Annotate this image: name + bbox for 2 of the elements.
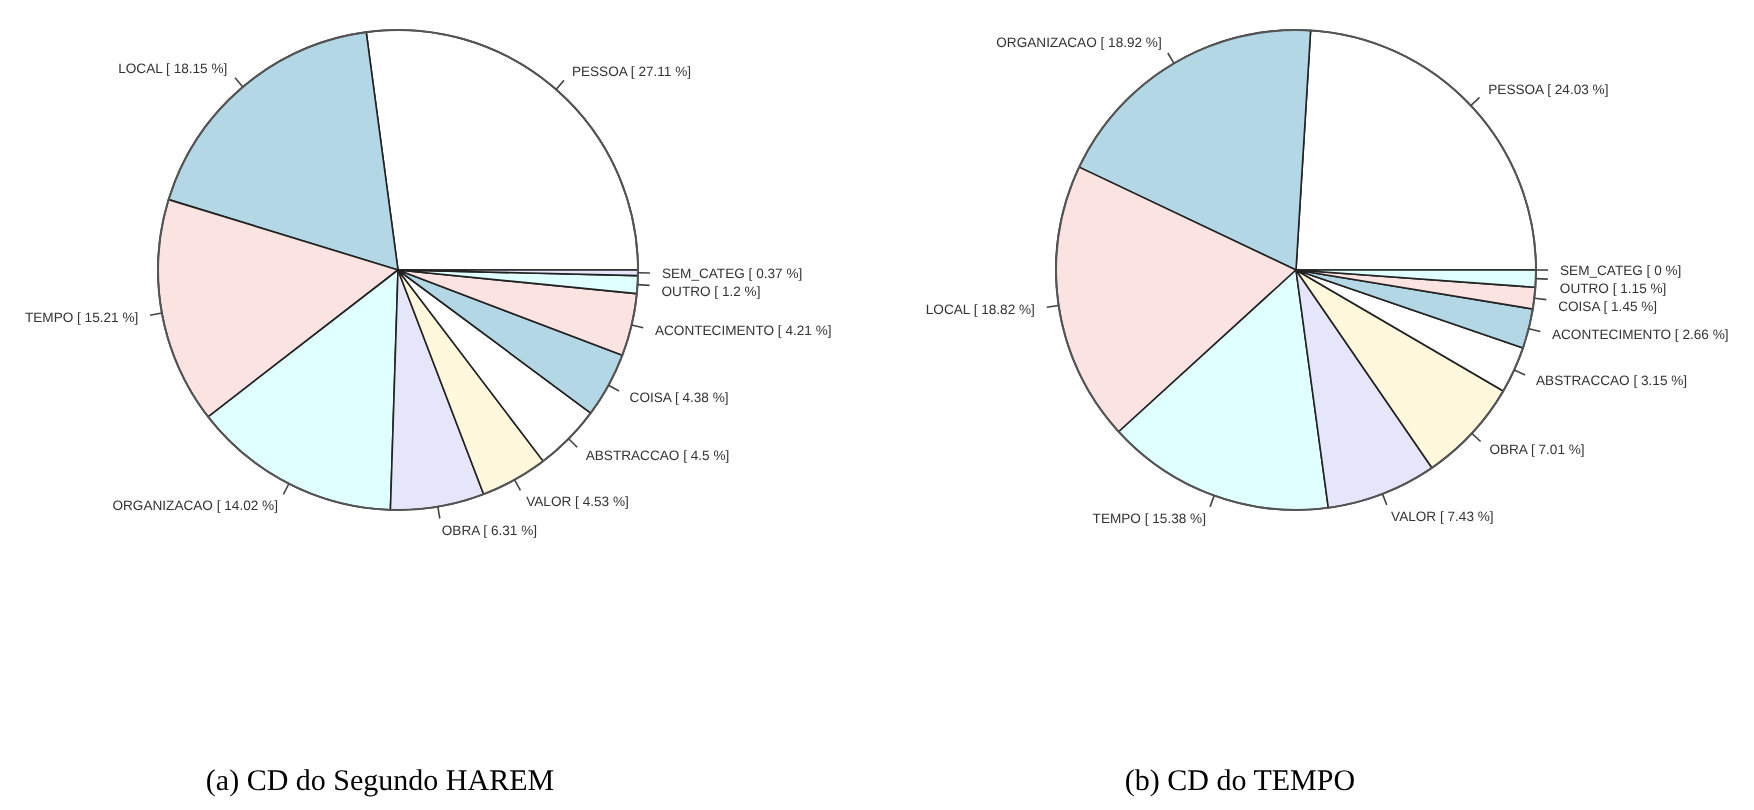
text: (a) CD do Segundo HAREM [205,766,555,798]
text: (b) CD do TEMPO [1124,766,1356,798]
